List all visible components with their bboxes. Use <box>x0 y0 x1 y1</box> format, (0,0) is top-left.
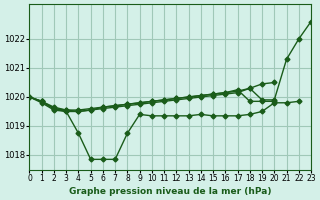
X-axis label: Graphe pression niveau de la mer (hPa): Graphe pression niveau de la mer (hPa) <box>69 187 271 196</box>
